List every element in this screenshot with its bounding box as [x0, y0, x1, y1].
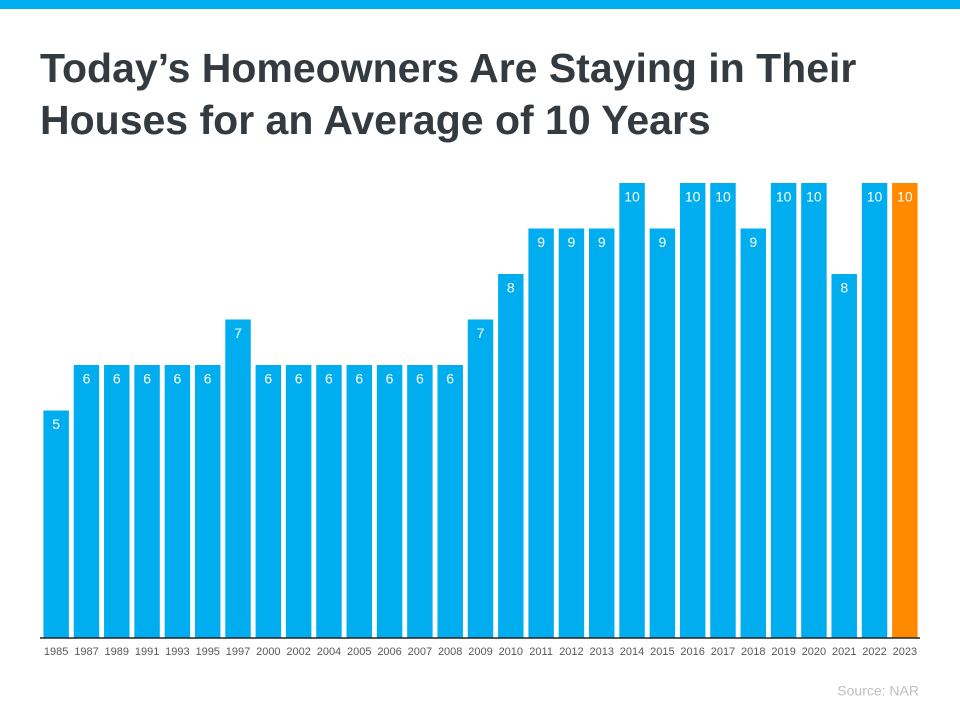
bar — [528, 228, 554, 638]
x-tick-label: 1987 — [74, 646, 98, 658]
bar — [558, 228, 585, 638]
bar — [407, 365, 433, 638]
value-label: 8 — [507, 280, 515, 296]
value-label: 6 — [446, 371, 454, 387]
x-tick-label: 1993 — [165, 646, 189, 658]
x-tick-label: 2012 — [559, 646, 583, 658]
x-tick-label: 2006 — [377, 646, 401, 658]
x-tick-label: 2020 — [802, 646, 826, 658]
bar — [498, 274, 524, 638]
value-label: 9 — [749, 234, 757, 250]
value-label: 10 — [897, 189, 913, 205]
value-label: 10 — [685, 189, 701, 205]
x-tick-label: 2004 — [317, 646, 341, 658]
value-label: 6 — [113, 371, 121, 387]
x-tick-label: 2005 — [347, 646, 371, 658]
x-tick-label: 1989 — [105, 646, 129, 658]
x-tick-label: 2019 — [771, 646, 795, 658]
x-tick-label: 2022 — [862, 646, 886, 658]
bar — [285, 365, 312, 638]
value-label: 9 — [537, 234, 545, 250]
value-label: 6 — [295, 371, 303, 387]
x-tick-label: 2017 — [711, 646, 735, 658]
x-tick-label: 2011 — [529, 646, 553, 658]
value-label: 8 — [840, 280, 848, 296]
x-tick-label: 2016 — [680, 646, 704, 658]
value-label: 10 — [715, 189, 731, 205]
bar — [710, 183, 736, 638]
x-tick-label: 2018 — [741, 646, 765, 658]
bar — [770, 183, 797, 638]
value-label: 7 — [234, 325, 242, 341]
bar — [831, 274, 857, 638]
x-tick-label: 1991 — [135, 646, 159, 658]
x-tick-label: 2013 — [589, 646, 613, 658]
x-tick-label: 2008 — [438, 646, 462, 658]
bar — [225, 319, 251, 638]
x-tick-label: 1985 — [44, 646, 68, 658]
x-tick-label: 2015 — [650, 646, 674, 658]
source: Source: NAR — [837, 683, 919, 699]
bar — [255, 365, 282, 638]
bar — [376, 365, 403, 638]
x-tick-label: 1997 — [226, 646, 250, 658]
value-label: 10 — [806, 189, 822, 205]
bar — [437, 365, 463, 638]
value-label: 6 — [83, 371, 91, 387]
bar — [73, 365, 100, 638]
x-tick-label: 2010 — [499, 646, 523, 658]
bar — [619, 183, 645, 638]
value-label: 6 — [416, 371, 424, 387]
bar — [589, 228, 615, 638]
bar — [164, 365, 191, 638]
value-label: 6 — [143, 371, 151, 387]
bar — [43, 410, 69, 638]
bar — [649, 228, 676, 638]
bar — [861, 183, 888, 638]
bar — [346, 365, 372, 638]
value-label: 9 — [658, 234, 666, 250]
value-label: 9 — [568, 234, 576, 250]
value-label: 6 — [264, 371, 272, 387]
value-label: 6 — [173, 371, 181, 387]
bar — [679, 183, 706, 638]
bar — [316, 365, 342, 638]
x-tick-label: 2009 — [468, 646, 492, 658]
value-label: 10 — [867, 189, 883, 205]
x-tick-label: 1995 — [195, 646, 219, 658]
bar — [104, 365, 130, 638]
value-label: 6 — [204, 371, 212, 387]
top-bar — [0, 0, 960, 9]
x-tick-label: 2002 — [286, 646, 310, 658]
bar — [194, 365, 221, 638]
x-tick-label: 2023 — [893, 646, 917, 658]
x-tick-label: 2014 — [620, 646, 644, 658]
value-label: 6 — [325, 371, 333, 387]
bar — [892, 183, 918, 638]
bar — [740, 228, 767, 638]
chart-title: Today’s Homeowners Are Staying in Their … — [40, 45, 857, 143]
value-label: 6 — [386, 371, 394, 387]
x-tick-label: 2021 — [832, 646, 856, 658]
value-label: 9 — [598, 234, 606, 250]
bar — [134, 365, 160, 638]
x-tick-label: 2007 — [408, 646, 432, 658]
value-label: 6 — [355, 371, 363, 387]
value-label: 10 — [776, 189, 792, 205]
x-tick-label: 2000 — [256, 646, 280, 658]
value-label: 5 — [52, 416, 60, 432]
bar — [467, 319, 494, 638]
value-label: 7 — [477, 325, 485, 341]
bar — [801, 183, 827, 638]
value-label: 10 — [624, 189, 640, 205]
